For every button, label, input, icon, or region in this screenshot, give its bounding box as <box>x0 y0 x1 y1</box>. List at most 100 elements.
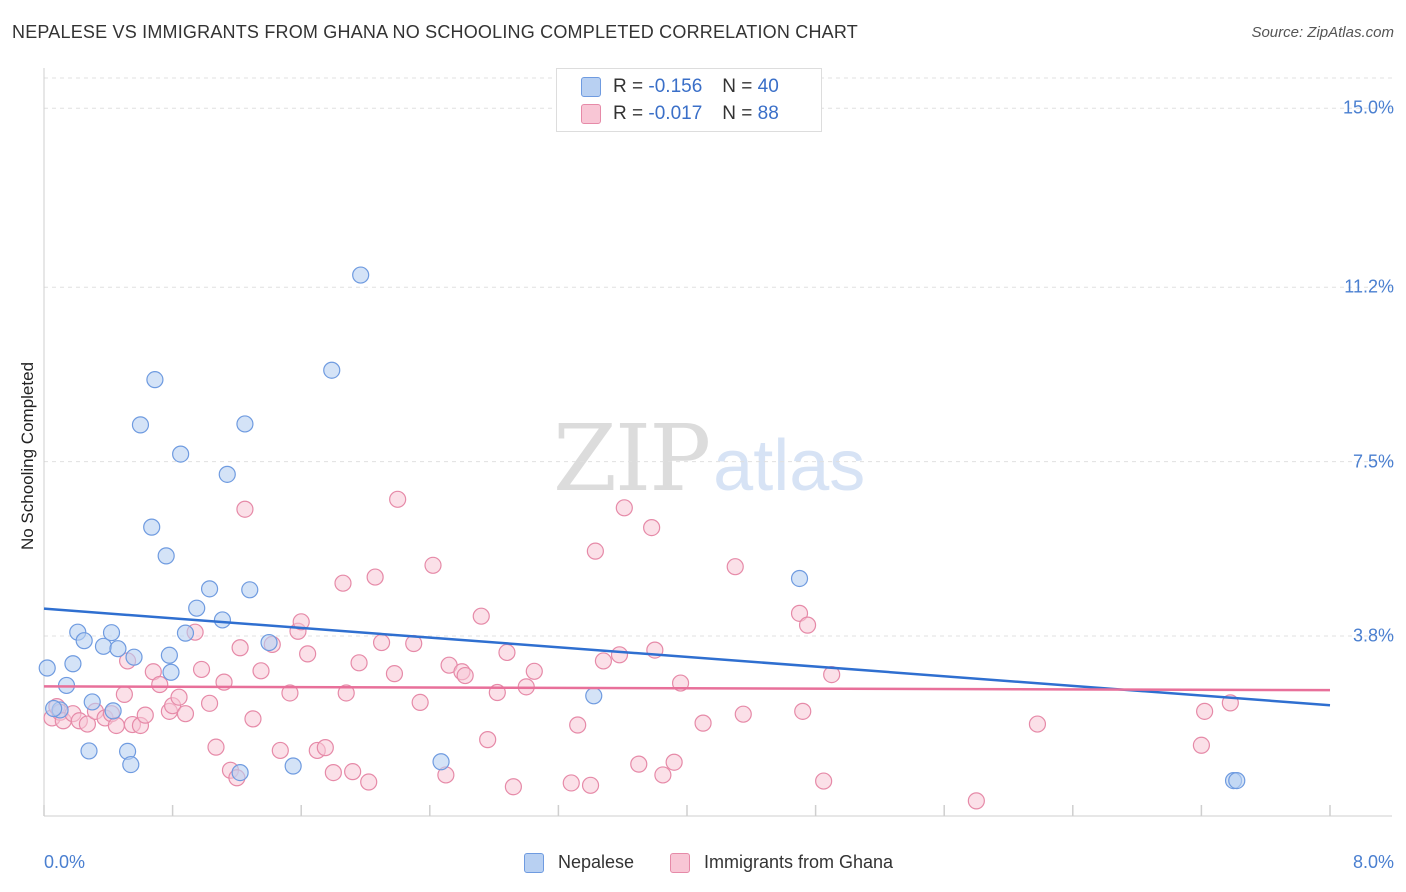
ghana-point <box>665 753 683 771</box>
ghana-point <box>643 518 661 537</box>
ghana-point <box>344 763 362 781</box>
ghana-point <box>1196 702 1214 720</box>
nepalese-point <box>236 415 254 433</box>
ghana-point <box>581 776 600 794</box>
ghana-point <box>726 558 744 576</box>
nepalese-point <box>109 640 127 658</box>
nepalese-point <box>323 361 341 379</box>
x-tick-min: 0.0% <box>44 852 86 872</box>
nepalese-point <box>1228 772 1246 790</box>
nepalese-point <box>585 687 603 705</box>
nepalese-swatch <box>581 77 601 97</box>
ghana-point <box>594 652 613 670</box>
legend-r-value: -0.017 <box>648 103 703 124</box>
nepalese-point <box>160 646 178 664</box>
ghana-point <box>1192 736 1211 754</box>
legend-r-label: R = <box>613 76 644 97</box>
ghana-point <box>316 739 334 757</box>
ghana-point <box>815 772 833 790</box>
ghana-point <box>610 646 629 664</box>
ghana-point <box>334 574 352 592</box>
ghana-point <box>734 705 752 723</box>
ghana-point <box>794 702 812 720</box>
ghana-point <box>498 643 516 662</box>
ghana-point <box>504 778 522 796</box>
legend-label-ghana: Immigrants from Ghana <box>704 852 894 872</box>
nepalese-point <box>125 648 143 666</box>
ghana-point <box>115 685 133 703</box>
ghana-point <box>424 556 442 574</box>
ghana-point <box>615 499 633 517</box>
ghana-point <box>231 639 249 657</box>
nepalese-point <box>176 624 195 642</box>
chart-title: NEPALESE VS IMMIGRANTS FROM GHANA NO SCH… <box>12 22 858 42</box>
y-tick-label: 11.2% <box>1344 276 1394 297</box>
legend-row-nepalese: R = -0.156 N = 40 <box>581 74 779 100</box>
nepalese-point <box>241 581 259 599</box>
ghana-point <box>299 645 317 663</box>
nepalese-point <box>80 742 98 760</box>
ghana-point <box>525 662 543 680</box>
legend-n-label: N = <box>722 103 753 124</box>
nepalese-point <box>162 663 180 681</box>
ghana-point <box>411 693 429 711</box>
y-tick-label: 7.5% <box>1352 451 1394 472</box>
ghana-legend-swatch <box>670 852 690 873</box>
ghana-point <box>350 654 368 672</box>
grid-lines <box>44 77 1392 637</box>
ghana-swatch <box>581 104 601 124</box>
ghana-point <box>136 706 154 724</box>
ghana-point <box>389 490 407 508</box>
legend-label-nepalese: Nepalese <box>558 852 635 872</box>
nepalese-point <box>131 416 150 434</box>
ghana-point <box>271 741 289 760</box>
nepalese-point <box>188 599 206 617</box>
nepalese-legend-swatch <box>524 852 544 873</box>
ghana-point <box>151 675 169 694</box>
ghana-point <box>569 716 587 734</box>
ghana-point <box>1028 715 1047 733</box>
ghana-point <box>694 714 712 732</box>
nepalese-point <box>122 755 140 774</box>
nepalese-point <box>75 632 93 650</box>
nepalese-point <box>260 633 278 652</box>
nepalese-point <box>104 702 122 720</box>
ghana-point <box>630 755 648 773</box>
ghana-point <box>798 616 817 634</box>
ghana-point <box>385 665 404 683</box>
legend-item-nepalese: Nepalese <box>524 852 634 873</box>
nepalese-point <box>64 655 82 673</box>
ghana-point <box>252 662 270 680</box>
y-tick-label: 15.0% <box>1342 97 1394 118</box>
ghana-point <box>366 568 384 586</box>
ghana-point <box>192 660 211 679</box>
ghana-point <box>456 666 474 685</box>
series-legend: Nepalese Immigrants from Ghana <box>0 852 1406 876</box>
legend-n-label: N = <box>722 76 753 97</box>
nepalese-point <box>213 611 232 629</box>
nepalese-point <box>143 518 161 536</box>
y-tick-label: 3.8% <box>1352 625 1394 646</box>
nepalese-point <box>218 465 236 483</box>
nepalese-point <box>157 547 175 565</box>
nepalese-points <box>38 266 1246 790</box>
ghana-point <box>200 694 219 712</box>
legend-item-ghana: Immigrants from Ghana <box>670 852 893 873</box>
ghana-point <box>967 792 985 810</box>
ghana-point <box>790 604 809 622</box>
source-label: Source: ZipAtlas.com <box>1251 24 1394 41</box>
nepalese-point <box>172 445 190 463</box>
ghana-trend-line <box>43 685 1331 692</box>
nepalese-point <box>432 753 450 771</box>
trend-lines <box>43 607 1331 707</box>
x-tick-max: 8.0% <box>1352 852 1394 872</box>
nepalese-point <box>146 371 164 389</box>
ghana-point <box>170 688 188 706</box>
ghana-point <box>107 716 125 735</box>
legend-n-value: 88 <box>757 103 779 124</box>
nepalese-point <box>200 580 219 598</box>
ghana-point <box>207 738 225 756</box>
nepalese-point <box>102 624 121 642</box>
legend-r-value: -0.156 <box>648 76 703 97</box>
